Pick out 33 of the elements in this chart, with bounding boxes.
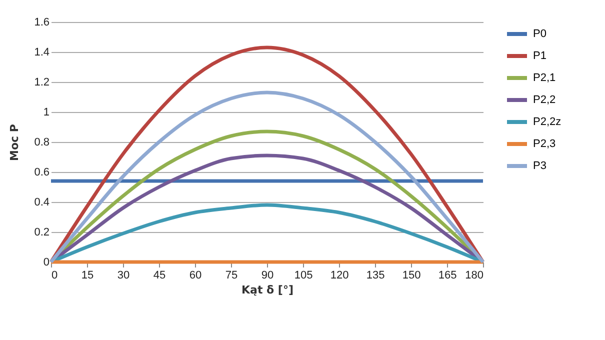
x-tick-label: 60 [189,270,202,282]
legend-label: P1 [533,50,546,62]
x-tick-label: 135 [366,270,385,282]
y-tick-label: 0.2 [34,226,50,238]
y-tick-label: 1 [43,106,50,118]
x-tick-label: 30 [117,270,130,282]
x-axis-title: Kąt δ [°] [242,284,294,296]
line-series [49,90,485,264]
y-tick-label: 1.4 [34,46,50,58]
y-tick-label: 0.8 [34,136,50,148]
x-tick-label: 0 [52,270,58,282]
x-tick-label: 90 [261,270,274,282]
x-tick-label: 120 [330,270,349,282]
y-tick-label: 0 [43,256,50,268]
y-axis-title: Moc P [8,124,22,161]
y-tick-label: 0.6 [34,166,50,178]
line-series [49,46,485,264]
x-tick-label: 45 [153,270,166,282]
y-tick-label: 0.4 [34,196,50,208]
x-tick-label: 150 [402,270,421,282]
x-tick-label: 105 [294,270,313,282]
x-tick-label: 180 [465,270,484,282]
legend-label: P0 [533,28,546,40]
y-tick-label: 1.6 [34,16,50,28]
legend-label: P2,2 [533,94,556,106]
y-tick-label: 1.2 [34,76,50,88]
legend-label: P2,1 [533,72,556,84]
x-tick-label: 165 [438,270,457,282]
legend-label: P2,3 [533,138,556,150]
x-tick-label: 75 [225,270,238,282]
x-tick-label: 15 [81,270,94,282]
legend-label: P3 [533,160,546,172]
legend-label: P2,2z [533,116,562,128]
